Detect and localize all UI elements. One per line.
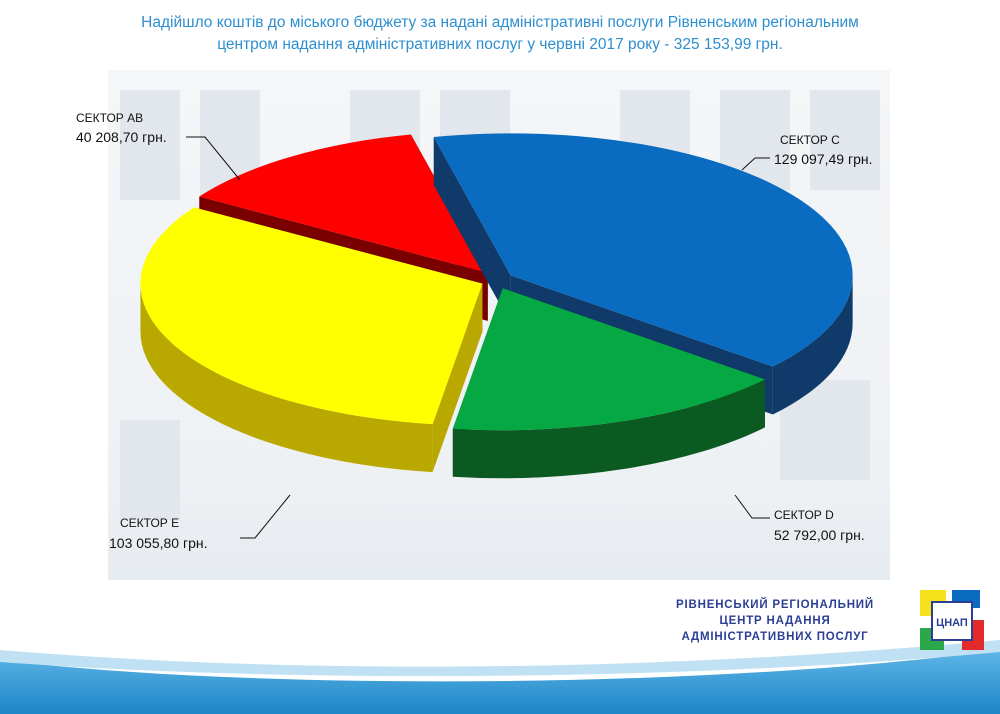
org-line-2: ЦЕНТР НАДАННЯ bbox=[719, 615, 831, 627]
slice-labels: СЕКТОР АВ 40 208,70 грн. СЕКТОР С 129 09… bbox=[76, 111, 872, 551]
leader-line-ab bbox=[186, 136, 241, 181]
label-e-name: СЕКТОР Е bbox=[120, 516, 179, 530]
leader-line-c bbox=[741, 157, 770, 171]
slice-sector-ab-top bbox=[199, 134, 488, 273]
slice-sector-d-top bbox=[452, 288, 765, 431]
title-line-2: центром надання адміністративних послуг … bbox=[217, 36, 783, 53]
chart-title: Надійшло коштів до міського бюджету за н… bbox=[60, 12, 940, 56]
label-e-value: 103 055,80 грн. bbox=[109, 535, 207, 551]
cnap-logo-icon: ЦНАП bbox=[920, 590, 984, 650]
label-d-name: СЕКТОР D bbox=[774, 508, 834, 522]
slice-sector-c-top bbox=[433, 133, 853, 367]
slice-sector-e-top bbox=[140, 207, 483, 425]
label-d-value: 52 792,00 грн. bbox=[774, 527, 865, 543]
logo-text: ЦНАП bbox=[936, 617, 968, 629]
leader-line-d bbox=[734, 494, 770, 519]
pie-slices-layer bbox=[140, 133, 853, 479]
slice-sector-c-wall-0 bbox=[433, 137, 511, 324]
slice-sector-e-side bbox=[140, 283, 433, 473]
label-c-name: СЕКТОР С bbox=[780, 133, 840, 147]
label-c-value: 129 097,49 грн. bbox=[774, 151, 872, 167]
title-line-1: Надійшло коштів до міського бюджету за н… bbox=[141, 14, 859, 31]
slice-sector-d bbox=[452, 288, 765, 479]
slice-sector-e bbox=[140, 207, 483, 473]
bottom-wave-light bbox=[0, 640, 1000, 677]
leader-line-e bbox=[240, 494, 291, 539]
slice-sector-e-wall-0 bbox=[432, 283, 483, 473]
org-line-3: АДМІНІСТРАТИВНИХ ПОСЛУГ bbox=[681, 631, 869, 643]
label-ab-value: 40 208,70 грн. bbox=[76, 129, 167, 145]
label-ab-name: СЕКТОР АВ bbox=[76, 111, 143, 125]
leader-lines bbox=[186, 136, 770, 539]
slice-sector-c-side bbox=[772, 275, 853, 415]
bottom-wave bbox=[0, 650, 1000, 714]
slice-sector-d-side bbox=[452, 379, 765, 479]
org-line-1: РІВНЕНСЬКИЙ РЕГІОНАЛЬНИЙ bbox=[676, 599, 874, 611]
organization-name: РІВНЕНСЬКИЙ РЕГІОНАЛЬНИЙ ЦЕНТР НАДАННЯ А… bbox=[655, 597, 895, 645]
